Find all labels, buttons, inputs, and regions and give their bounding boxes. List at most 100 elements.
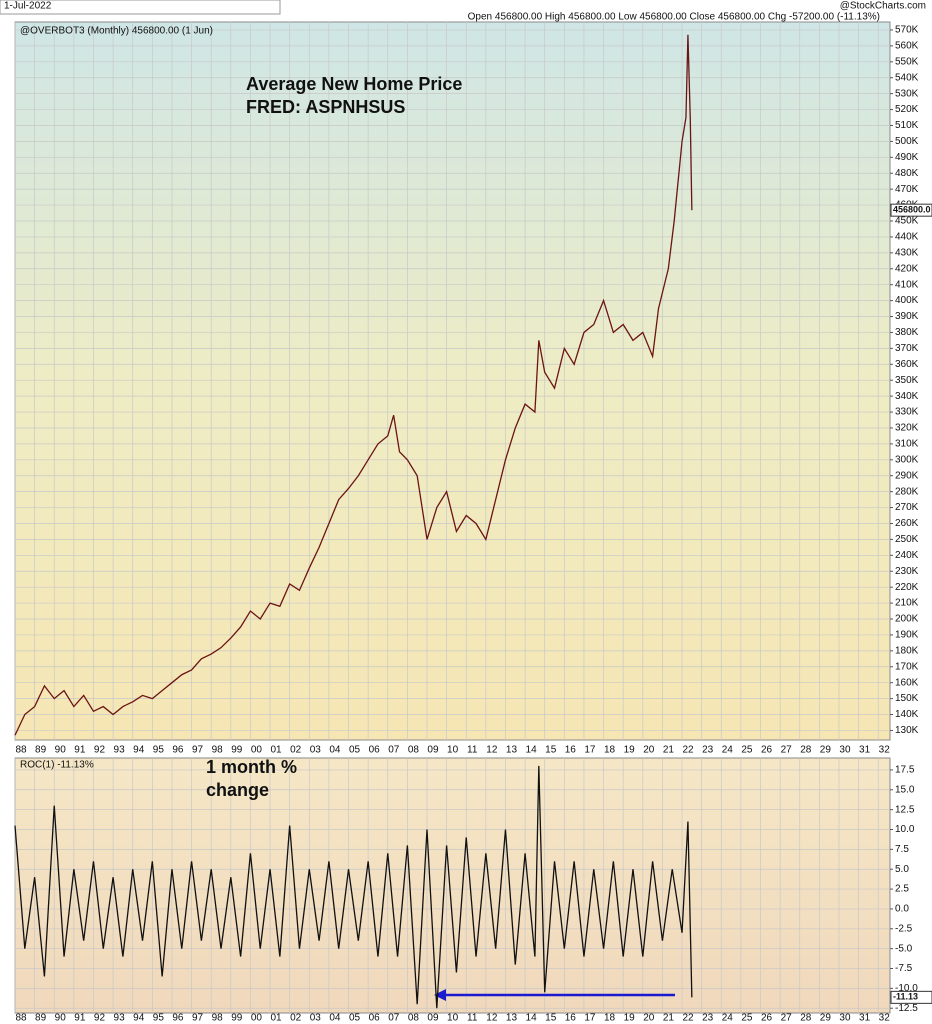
x-tick-label: 88 (15, 745, 27, 756)
x-tick-label: 27 (781, 745, 793, 756)
panel-title: ROC(1) -11.13% (20, 760, 94, 771)
x-tick-label: 10 (447, 1013, 459, 1024)
x-tick-label: 91 (74, 745, 86, 756)
y-tick-label: 140K (895, 709, 919, 720)
last-value-tag (890, 990, 932, 1004)
x-tick-label: 98 (212, 1013, 224, 1024)
ohlc: Open 456800.00 High 456800.00 Low 456800… (468, 12, 880, 23)
y-tick-label: 260K (895, 518, 919, 529)
x-tick-label: 29 (820, 1013, 832, 1024)
y-tick-label: 5.0 (895, 864, 909, 875)
x-tick-label: 00 (251, 1013, 263, 1024)
x-tick-label: 14 (526, 1013, 538, 1024)
x-tick-label: 23 (702, 1013, 714, 1024)
x-tick-label: 24 (722, 1013, 734, 1024)
date: 1-Jul-2022 (4, 1, 52, 12)
x-tick-label: 19 (624, 745, 636, 756)
y-tick-label: 0.0 (895, 904, 909, 915)
y-tick-label: -12.5 (895, 1003, 918, 1014)
x-tick-label: 93 (114, 1013, 126, 1024)
x-tick-label: 30 (839, 745, 851, 756)
y-tick-label: 150K (895, 693, 919, 704)
x-tick-label: 23 (702, 745, 714, 756)
x-tick-label: 22 (682, 745, 694, 756)
x-tick-label: 19 (624, 1013, 636, 1024)
y-tick-label: 180K (895, 645, 919, 656)
y-tick-label: 17.5 (895, 765, 915, 776)
y-tick-label: 400K (895, 295, 919, 306)
y-tick-label: 450K (895, 216, 919, 227)
y-tick-label: 510K (895, 120, 919, 131)
y-tick-label: -5.0 (895, 943, 913, 954)
x-tick-label: 98 (212, 745, 224, 756)
y-tick-label: 410K (895, 279, 919, 290)
x-tick-label: 28 (800, 1013, 812, 1024)
x-tick-label: 03 (310, 745, 322, 756)
x-tick-label: 14 (526, 745, 538, 756)
x-tick-label: 32 (879, 1013, 891, 1024)
x-tick-label: 06 (369, 1013, 381, 1024)
x-tick-label: 95 (153, 1013, 165, 1024)
date-box (0, 0, 281, 15)
series-line (14, 765, 693, 1009)
x-tick-label: 26 (761, 1013, 773, 1024)
x-tick-label: 25 (741, 1013, 753, 1024)
x-tick-label: 25 (741, 745, 753, 756)
y-tick-label: 12.5 (895, 804, 915, 815)
x-tick-label: 09 (427, 1013, 439, 1024)
y-tick-label: 10.0 (895, 824, 915, 835)
y-tick-label: 340K (895, 391, 919, 402)
x-tick-label: 17 (584, 745, 596, 756)
x-tick-label: 27 (781, 1013, 793, 1024)
x-tick-label: 06 (369, 745, 381, 756)
y-tick-label: 570K (895, 25, 919, 36)
x-tick-label: 15 (545, 1013, 557, 1024)
x-tick-label: 11 (467, 745, 478, 756)
x-tick-label: 04 (329, 1013, 341, 1024)
y-tick-label: 280K (895, 486, 919, 497)
x-tick-label: 89 (35, 745, 47, 756)
x-tick-label: 92 (94, 1013, 106, 1024)
x-tick-label: 88 (15, 1013, 27, 1024)
x-tick-label: 03 (310, 1013, 322, 1024)
x-tick-label: 11 (467, 1013, 478, 1024)
y-tick-label: 490K (895, 152, 919, 163)
y-tick-label: 7.5 (895, 844, 909, 855)
y-tick-label: 190K (895, 630, 919, 641)
y-tick-label: 130K (895, 725, 919, 736)
x-tick-label: 99 (231, 1013, 243, 1024)
x-tick-label: 22 (682, 1013, 694, 1024)
x-tick-label: 02 (290, 1013, 302, 1024)
y-tick-label: 380K (895, 327, 919, 338)
y-tick-label: 530K (895, 88, 919, 99)
x-tick-label: 01 (270, 745, 282, 756)
y-tick-label: 200K (895, 614, 919, 625)
y-tick-label: 230K (895, 566, 919, 577)
y-tick-label: 500K (895, 136, 919, 147)
arrow-head (434, 989, 446, 1001)
series-line (14, 34, 693, 736)
y-tick-label: 350K (895, 375, 919, 386)
y-tick-label: 480K (895, 168, 919, 179)
x-tick-label: 31 (859, 745, 871, 756)
x-tick-label: 90 (55, 1013, 67, 1024)
panel-title: @OVERBOT3 (Monthly) 456800.00 (1 Jun) (20, 26, 213, 37)
y-tick-label: 2.5 (895, 884, 909, 895)
x-tick-label: 05 (349, 745, 361, 756)
x-tick-label: 09 (427, 745, 439, 756)
x-tick-label: 17 (584, 1013, 596, 1024)
x-tick-label: 16 (565, 745, 577, 756)
x-tick-label: 08 (408, 745, 420, 756)
x-tick-label: 91 (74, 1013, 86, 1024)
x-tick-label: 00 (251, 745, 263, 756)
last-value-label: 456800.0 (893, 205, 931, 215)
x-tick-label: 20 (643, 1013, 655, 1024)
y-tick-label: 370K (895, 343, 919, 354)
x-tick-label: 95 (153, 745, 165, 756)
y-tick-label: 170K (895, 661, 919, 672)
annotation: 1 month % (206, 757, 297, 777)
last-value-tag (890, 203, 932, 217)
x-tick-label: 16 (565, 1013, 577, 1024)
y-tick-label: 300K (895, 454, 919, 465)
